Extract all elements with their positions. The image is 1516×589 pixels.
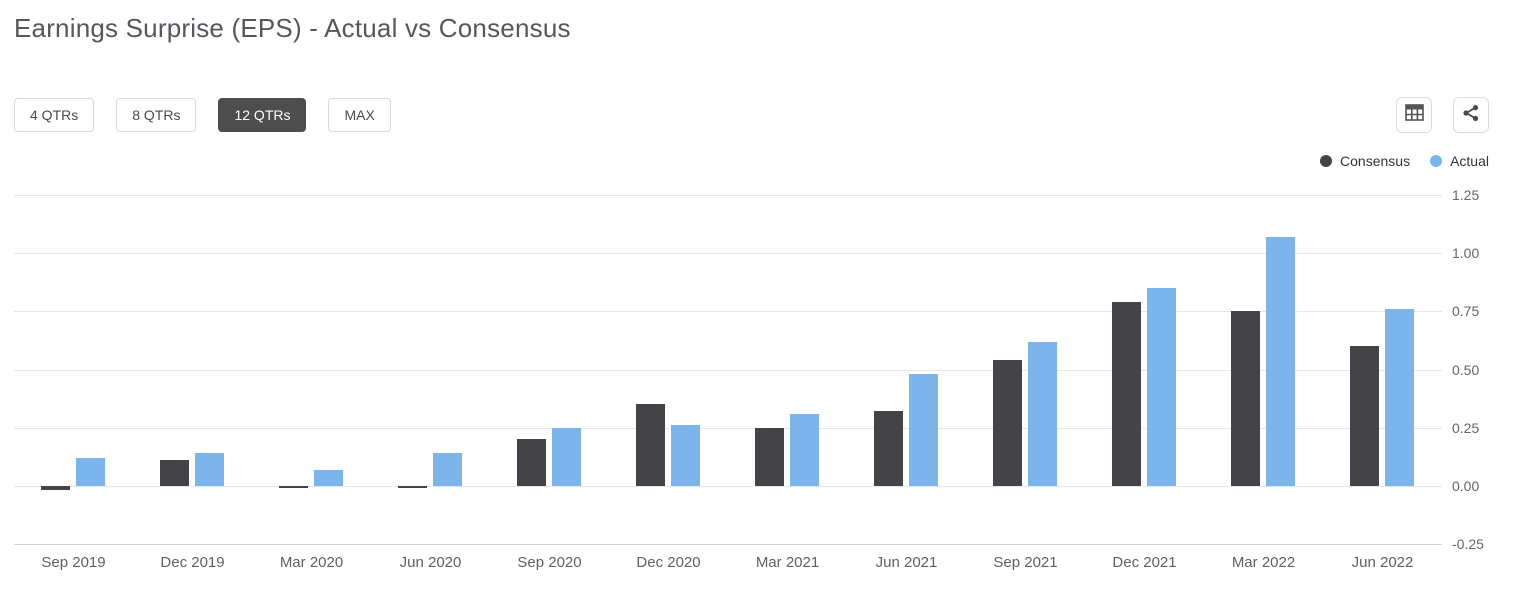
actual-bar[interactable] — [433, 453, 462, 486]
y-axis-tick-label: 0.00 — [1452, 477, 1480, 494]
consensus-bar[interactable] — [1112, 302, 1141, 486]
consensus-bar[interactable] — [41, 485, 70, 491]
actual-bar[interactable] — [76, 457, 105, 486]
gridline — [14, 486, 1442, 487]
actual-bar[interactable] — [790, 413, 819, 486]
actual-bar[interactable] — [314, 469, 343, 486]
x-axis-tick-label: Sep 2019 — [41, 554, 106, 571]
legend-marker-icon — [1320, 155, 1333, 167]
x-axis-line — [14, 544, 1442, 545]
consensus-bar[interactable] — [160, 460, 189, 486]
chart-legend: Consensus Actual — [1320, 153, 1489, 169]
x-axis-tick-label: Dec 2019 — [160, 554, 225, 571]
y-axis-tick-label: 0.75 — [1452, 303, 1480, 320]
x-axis-tick-label: Sep 2020 — [517, 554, 582, 571]
x-axis-tick-label: Jun 2022 — [1351, 554, 1414, 571]
actual-bar[interactable] — [195, 453, 224, 486]
x-axis-tick-label: Mar 2021 — [755, 554, 820, 571]
consensus-bar[interactable] — [755, 427, 784, 486]
legend-item-actual[interactable]: Actual — [1430, 153, 1489, 169]
gridline — [14, 195, 1442, 196]
y-axis-tick-label: 0.50 — [1452, 361, 1480, 378]
consensus-bar[interactable] — [398, 485, 427, 489]
y-axis-tick-label: -0.25 — [1452, 536, 1484, 552]
x-axis-tick-label: Mar 2020 — [279, 554, 344, 571]
consensus-bar[interactable] — [874, 411, 903, 486]
table-icon — [1404, 104, 1424, 126]
consensus-bar[interactable] — [1350, 346, 1379, 486]
actual-bar[interactable] — [552, 427, 581, 486]
legend-label: Consensus — [1340, 153, 1411, 169]
actual-bar[interactable] — [1147, 288, 1176, 486]
actual-bar[interactable] — [1385, 309, 1414, 486]
actual-bar[interactable] — [1266, 236, 1295, 486]
x-axis-tick-label: Jun 2020 — [399, 554, 462, 571]
gridline — [14, 311, 1442, 312]
legend-marker-icon — [1430, 155, 1443, 167]
page-title: Earnings Surprise (EPS) - Actual vs Cons… — [14, 13, 571, 43]
range-button-4-qtrs[interactable]: 4 QTRs — [14, 98, 95, 132]
gridline — [14, 253, 1442, 254]
y-axis-tick-label: 0.25 — [1452, 419, 1480, 436]
x-axis-tick-label: Sep 2021 — [993, 554, 1058, 571]
range-button-8-qtrs[interactable]: 8 QTRs — [116, 98, 197, 132]
consensus-bar[interactable] — [636, 404, 665, 486]
share-button[interactable] — [1453, 97, 1489, 133]
consensus-bar[interactable] — [993, 360, 1022, 486]
consensus-bar[interactable] — [1231, 311, 1260, 486]
x-axis-tick-label: Jun 2021 — [875, 554, 938, 571]
x-axis-tick-label: Mar 2022 — [1231, 554, 1296, 571]
legend-label: Actual — [1450, 153, 1489, 169]
x-axis-tick-label: Dec 2020 — [636, 554, 701, 571]
legend-item-consensus[interactable]: Consensus — [1320, 153, 1410, 169]
consensus-bar[interactable] — [517, 439, 546, 486]
y-axis-tick-label: 1.00 — [1452, 245, 1480, 262]
range-button-max[interactable]: MAX — [328, 98, 391, 132]
y-axis-tick-label: 1.25 — [1452, 187, 1480, 203]
range-buttons: 4 QTRs 8 QTRs 12 QTRs MAX — [14, 98, 391, 132]
x-axis-tick-label: Dec 2021 — [1112, 554, 1177, 571]
range-button-12-qtrs[interactable]: 12 QTRs — [218, 98, 307, 132]
actual-bar[interactable] — [1028, 341, 1057, 486]
gridline — [14, 370, 1442, 371]
consensus-bar[interactable] — [279, 485, 308, 489]
share-icon — [1462, 104, 1480, 127]
actual-bar[interactable] — [909, 374, 938, 486]
actual-bar[interactable] — [671, 425, 700, 486]
table-view-button[interactable] — [1396, 97, 1432, 133]
gridline — [14, 428, 1442, 429]
